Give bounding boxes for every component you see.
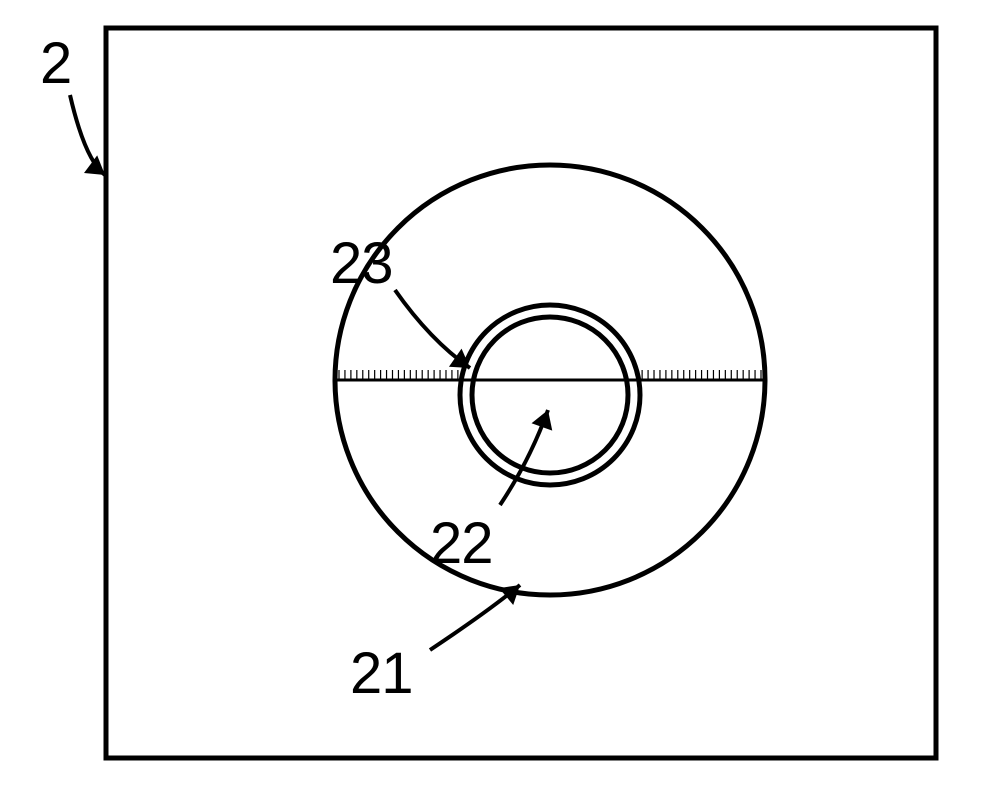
label-22: 22 xyxy=(430,510,493,577)
arrow-head xyxy=(84,155,105,175)
label-2: 2 xyxy=(40,30,71,97)
label-23: 23 xyxy=(330,230,393,297)
diagram-svg xyxy=(0,0,1000,786)
outer-frame xyxy=(106,28,936,758)
label-21: 21 xyxy=(350,640,413,707)
diagram-stage: 2 23 22 21 xyxy=(0,0,1000,786)
